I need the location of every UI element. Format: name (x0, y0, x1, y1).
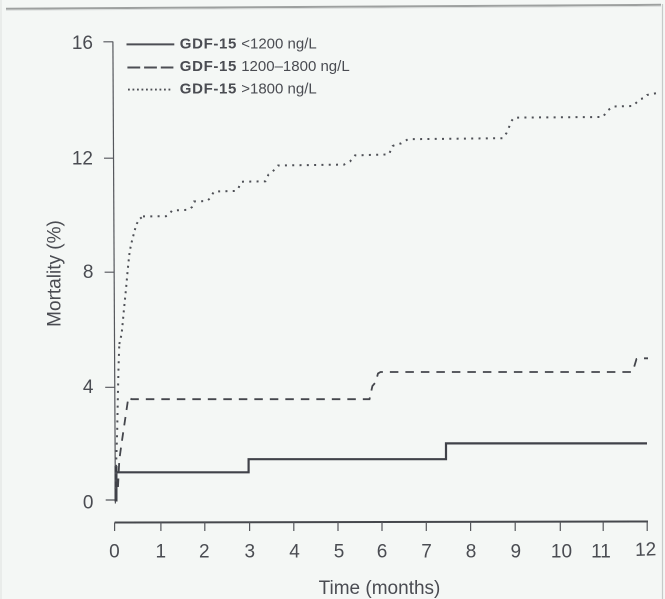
svg-text:GDF-15 <1200 ng/L: GDF-15 <1200 ng/L (180, 35, 317, 52)
svg-text:7: 7 (421, 541, 432, 562)
svg-text:9: 9 (511, 541, 522, 562)
svg-text:4: 4 (289, 541, 300, 562)
svg-text:16: 16 (72, 33, 93, 54)
svg-text:0: 0 (109, 541, 120, 562)
svg-text:11: 11 (591, 541, 611, 562)
svg-text:GDF-15 1200–1800 ng/L: GDF-15 1200–1800 ng/L (180, 58, 350, 75)
svg-text:6: 6 (377, 541, 388, 562)
svg-text:10: 10 (551, 541, 572, 562)
svg-text:3: 3 (245, 541, 256, 562)
svg-text:12: 12 (635, 539, 657, 561)
svg-text:Mortality (%): Mortality (%) (45, 220, 66, 327)
svg-text:8: 8 (466, 541, 477, 562)
svg-text:12: 12 (72, 148, 93, 169)
svg-text:0: 0 (83, 492, 94, 513)
svg-text:8: 8 (83, 262, 94, 283)
svg-text:2: 2 (199, 541, 210, 562)
svg-text:Time (months): Time (months) (319, 578, 441, 599)
svg-text:4: 4 (83, 377, 94, 398)
svg-text:5: 5 (334, 541, 345, 562)
svg-text:GDF-15 >1800 ng/L: GDF-15 >1800 ng/L (180, 81, 317, 98)
svg-text:1: 1 (156, 541, 167, 562)
